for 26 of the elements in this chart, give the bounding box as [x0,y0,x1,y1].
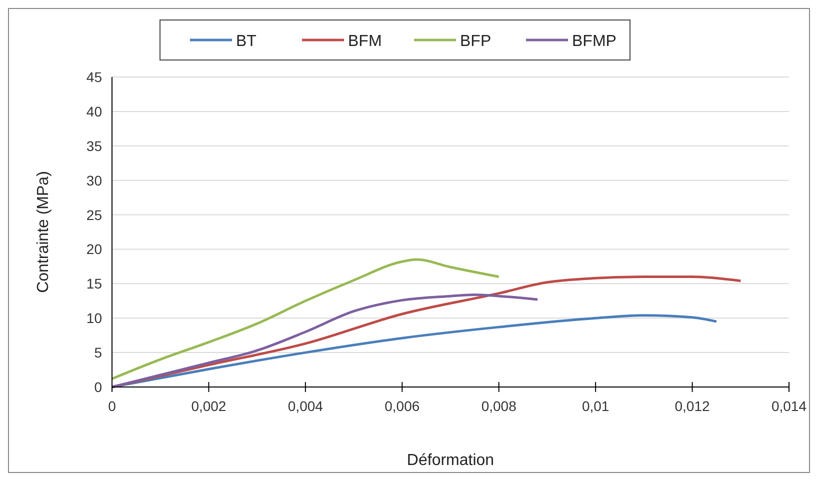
y-tick-label: 0 [94,379,102,395]
x-tick-label: 0,012 [674,398,710,414]
x-tick-label: 0,004 [288,398,324,414]
y-tick-label: 35 [86,138,102,154]
legend-label: BFP [460,33,492,50]
legend-label: BFMP [572,33,616,50]
y-tick-label: 30 [86,172,102,188]
y-tick-label: 25 [86,206,102,223]
x-tick-label: 0 [108,398,116,414]
y-tick-label: 5 [94,344,102,361]
y-tick-label: 20 [86,241,102,258]
line-series [110,293,539,388]
x-tick-label: 0,008 [481,398,517,414]
x-tick-label: 0,01 [582,398,610,414]
y-tick-label: 15 [86,276,102,292]
x-tick-label: 0,002 [191,398,226,414]
x-tick-label: 0,006 [384,398,420,414]
y-axis-title: Contrainte (MPa) [35,171,52,293]
legend-label: BFM [348,33,382,50]
x-tick-label: 0,014 [771,398,807,414]
y-tick-label: 45 [86,69,102,85]
x-axis-title: Déformation [406,452,494,469]
line-series [110,258,500,380]
legend-label: BT [236,33,257,50]
y-tick-label: 40 [86,103,102,120]
y-tick-label: 10 [86,310,102,326]
